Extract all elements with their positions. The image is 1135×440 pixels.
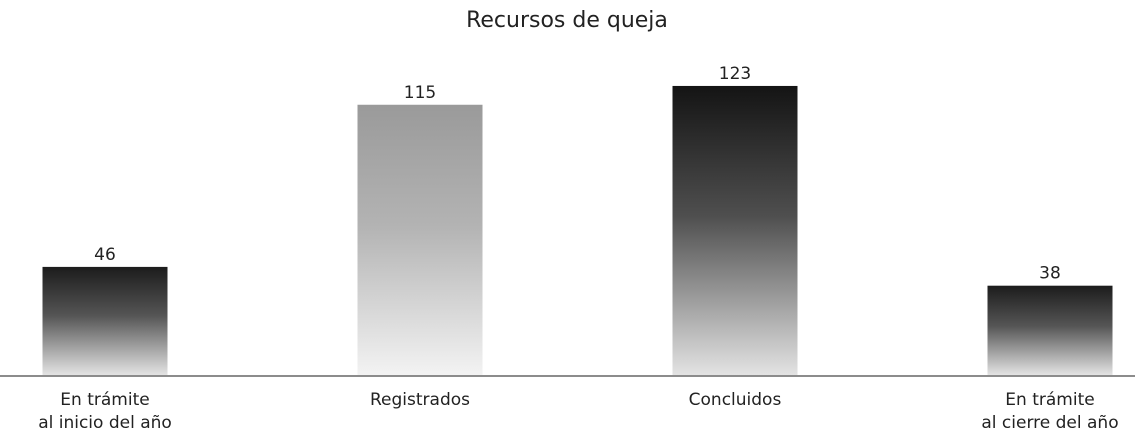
x-tick-label: Registrados [370,390,470,410]
x-tick-label: al cierre del año [981,413,1118,433]
bar [672,85,798,375]
x-tick-label: En trámite [60,390,149,410]
bar [42,266,168,375]
bar [357,104,483,375]
x-tick-label: Concluidos [689,390,782,410]
chart-title: Recursos de queja [466,8,668,33]
value-label: 38 [1039,264,1061,284]
value-label: 46 [94,245,116,265]
x-tick-label: En trámite [1005,390,1094,410]
value-label: 123 [719,64,751,84]
bar [987,285,1113,375]
value-label: 115 [404,83,436,103]
x-tick-label: al inicio del año [38,413,172,433]
